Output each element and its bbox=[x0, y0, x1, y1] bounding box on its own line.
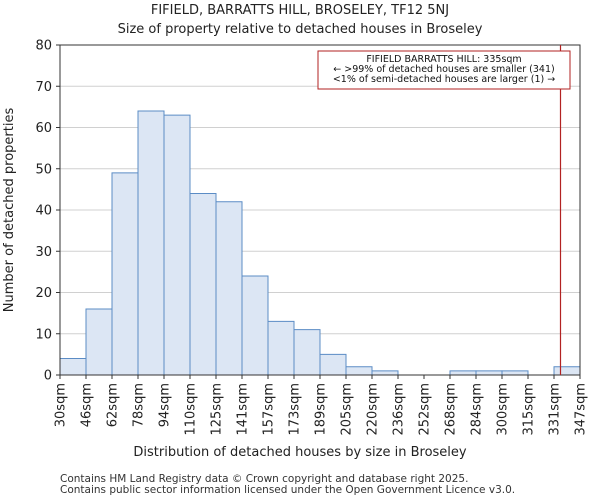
histogram-bar bbox=[163, 114, 191, 376]
x-tick-label: 347sqm bbox=[574, 383, 589, 436]
footer-line1: Contains HM Land Registry data © Crown c… bbox=[60, 473, 468, 485]
y-axis-label: Number of detached properties bbox=[2, 108, 17, 313]
histogram-bar bbox=[319, 353, 347, 376]
x-tick-label: 315sqm bbox=[522, 383, 537, 436]
histogram-bar bbox=[293, 329, 321, 376]
x-tick-label: 331sqm bbox=[548, 383, 563, 436]
x-tick-label: 300sqm bbox=[496, 383, 511, 436]
y-tick-label: 30 bbox=[35, 245, 52, 260]
x-tick-label: 205sqm bbox=[340, 383, 355, 436]
y-tick-label: 40 bbox=[35, 204, 52, 219]
annotation-line1: FIFIELD BARRATTS HILL: 335sqm bbox=[366, 54, 521, 65]
histogram-bar bbox=[59, 358, 87, 376]
x-axis-label: Distribution of detached houses by size … bbox=[133, 445, 467, 460]
annotation-box: FIFIELD BARRATTS HILL: 335sqm ← >99% of … bbox=[317, 50, 571, 90]
y-tick-label: 60 bbox=[35, 121, 52, 136]
x-tick-label: 110sqm bbox=[184, 383, 199, 436]
histogram-bar bbox=[215, 201, 243, 376]
y-tick-label: 20 bbox=[35, 286, 52, 301]
x-tick-label: 252sqm bbox=[418, 383, 433, 436]
chart-title-line1: FIFIELD, BARRATTS HILL, BROSELEY, TF12 5… bbox=[151, 3, 449, 18]
histogram-bar bbox=[553, 366, 581, 376]
x-tick-label: 173sqm bbox=[288, 383, 303, 436]
histogram-bar bbox=[475, 370, 503, 376]
x-tick-label: 30sqm bbox=[54, 383, 69, 427]
x-tick-label: 125sqm bbox=[210, 383, 225, 436]
x-tick-label: 46sqm bbox=[80, 383, 95, 427]
footer-line2: Contains public sector information licen… bbox=[60, 484, 515, 496]
x-tick-label: 236sqm bbox=[392, 383, 407, 436]
histogram-bar bbox=[85, 308, 113, 376]
y-tick-label: 10 bbox=[35, 327, 52, 342]
x-tick-label: 62sqm bbox=[106, 383, 121, 427]
y-tick-label: 50 bbox=[35, 162, 52, 177]
x-tick-label: 268sqm bbox=[444, 383, 459, 436]
histogram-bar bbox=[241, 275, 269, 376]
y-tick-label: 80 bbox=[35, 39, 52, 54]
annotation-line2: ← >99% of detached houses are smaller (3… bbox=[333, 64, 554, 75]
histogram-bar bbox=[189, 193, 217, 376]
histogram-bar bbox=[111, 172, 139, 376]
x-tick-label: 94sqm bbox=[158, 383, 173, 427]
chart-title-line2: Size of property relative to detached ho… bbox=[118, 22, 483, 37]
x-tick-label: 157sqm bbox=[262, 383, 277, 436]
histogram-bar bbox=[501, 370, 529, 376]
y-tick-label: 70 bbox=[35, 80, 52, 95]
annotation-border bbox=[317, 50, 571, 90]
x-tick-label: 189sqm bbox=[314, 383, 329, 436]
annotation-line3: <1% of semi-detached houses are larger (… bbox=[333, 74, 555, 85]
x-tick-label: 220sqm bbox=[366, 383, 381, 436]
x-tick-label: 141sqm bbox=[236, 383, 251, 436]
histogram-bar bbox=[371, 370, 399, 376]
histogram-bar bbox=[137, 110, 165, 376]
x-tick-label: 78sqm bbox=[132, 383, 147, 427]
histogram-bar bbox=[267, 320, 295, 376]
y-tick-label: 0 bbox=[44, 369, 52, 384]
x-tick-label: 284sqm bbox=[470, 383, 485, 436]
histogram-bar bbox=[449, 370, 477, 376]
histogram-bar bbox=[345, 366, 373, 376]
